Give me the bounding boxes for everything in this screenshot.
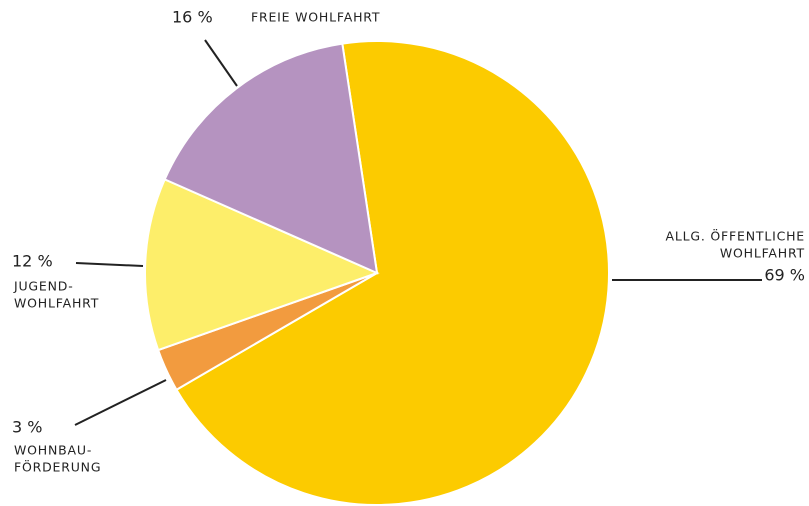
value-label: 12 % <box>12 252 53 271</box>
leader-line <box>75 262 144 267</box>
pie-slice <box>175 40 610 506</box>
value-label: 69 % <box>764 266 805 285</box>
value-label: 3 % <box>12 418 42 437</box>
pie-slice <box>163 42 379 275</box>
value-label: 16 % <box>172 8 213 27</box>
category-label: FÖRDERUNG <box>14 459 101 475</box>
leader-line <box>74 379 167 426</box>
category-label: WOHNBAU- <box>14 443 92 458</box>
leader-line <box>204 39 238 87</box>
category-label: ALLG. ÖFFENTLICHE <box>666 228 806 244</box>
category-label: WOHLFAHRT <box>14 296 99 311</box>
pie-slice <box>144 178 380 352</box>
category-label: WOHLFAHRT <box>720 246 805 261</box>
category-label: FREIE WOHLFAHRT <box>251 10 380 25</box>
category-label: JUGEND- <box>13 279 74 294</box>
